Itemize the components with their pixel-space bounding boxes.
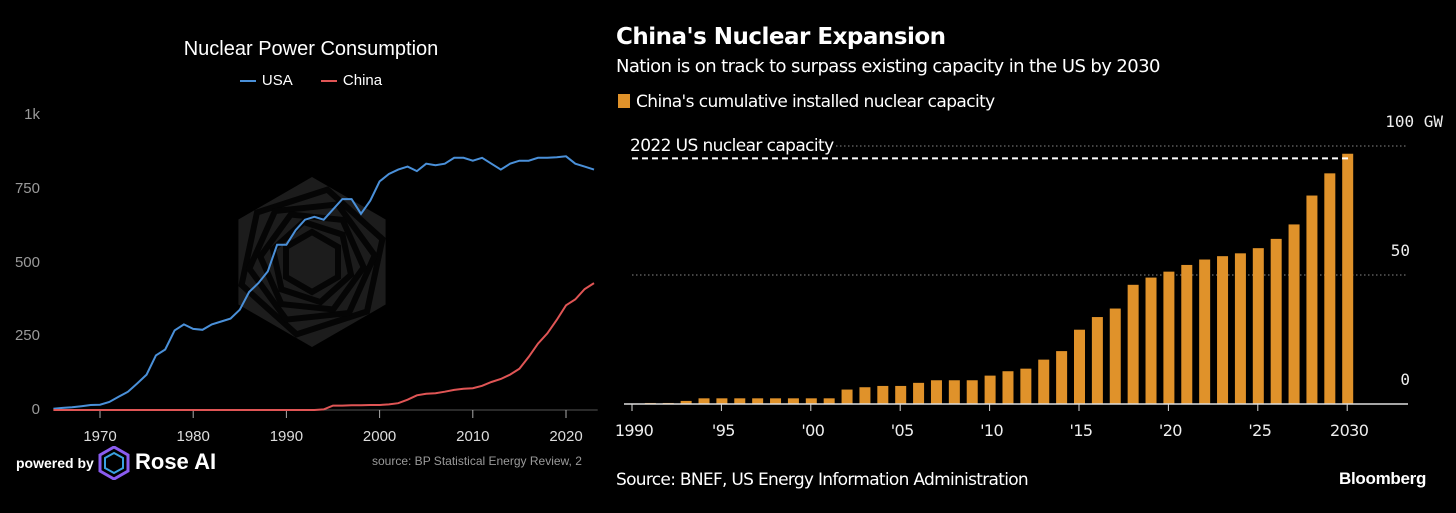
bar-2030 bbox=[1342, 153, 1354, 404]
x-tick-label: 1980 bbox=[176, 428, 210, 445]
x-tick-label: 2020 bbox=[549, 428, 583, 445]
bar-1998 bbox=[770, 398, 782, 404]
bar-2020 bbox=[1163, 271, 1175, 404]
x-tick-label: '10 bbox=[980, 421, 1004, 440]
right-legend: China's cumulative installed nuclear cap… bbox=[618, 92, 995, 112]
bar-2019 bbox=[1145, 277, 1157, 404]
powered-by-label: powered by bbox=[16, 455, 94, 471]
bar-2013 bbox=[1038, 359, 1050, 404]
x-tick-label: '20 bbox=[1158, 421, 1183, 440]
x-tick-label: '05 bbox=[890, 421, 915, 440]
bar-2017 bbox=[1109, 308, 1121, 404]
y-tick-label: 100 GW bbox=[1385, 112, 1443, 131]
bar-2025 bbox=[1252, 248, 1264, 404]
legend-china-label: China bbox=[342, 72, 383, 89]
y-tick-label: 500 bbox=[14, 253, 40, 271]
bar-2009 bbox=[966, 380, 978, 404]
bar-2022 bbox=[1199, 259, 1211, 404]
bar-2014 bbox=[1056, 351, 1068, 404]
bar-2012 bbox=[1020, 368, 1032, 404]
bar-2021 bbox=[1181, 264, 1193, 404]
bar-2008 bbox=[948, 380, 960, 404]
x-tick-label: 1970 bbox=[83, 428, 117, 445]
x-tick-label: '15 bbox=[1069, 421, 1094, 440]
us-capacity-annotation: 2022 US nuclear capacity bbox=[630, 136, 836, 156]
left-source: source: BP Statistical Energy Review, 2 bbox=[372, 454, 582, 468]
bar-2018 bbox=[1127, 284, 1139, 404]
x-tick-label: 1990 bbox=[614, 421, 654, 440]
bar-1996 bbox=[734, 398, 746, 404]
bar-2027 bbox=[1288, 224, 1300, 404]
legend-china-swatch bbox=[320, 80, 337, 83]
bloomberg-logo: Bloomberg bbox=[1339, 469, 1427, 488]
bar-1995 bbox=[716, 398, 728, 404]
bar-1999 bbox=[787, 398, 799, 404]
x-tick-label: 1990 bbox=[269, 428, 304, 445]
y-tick-label: 0 bbox=[1400, 370, 1410, 389]
bar-2001 bbox=[823, 398, 835, 404]
y-tick-label: 0 bbox=[31, 401, 40, 418]
y-tick-label: 750 bbox=[14, 179, 40, 197]
series-line-china bbox=[53, 282, 595, 411]
bar-1993 bbox=[680, 400, 692, 404]
legend-china: China bbox=[320, 72, 383, 89]
bar-2004 bbox=[877, 385, 889, 404]
bar-2023 bbox=[1217, 256, 1229, 404]
x-tick-label: '25 bbox=[1248, 421, 1272, 440]
legend-swatch bbox=[618, 94, 630, 108]
x-tick-label: 2030 bbox=[1330, 421, 1369, 440]
bar-1994 bbox=[698, 398, 710, 404]
bar-2026 bbox=[1270, 238, 1282, 404]
bar-2016 bbox=[1091, 317, 1103, 404]
x-tick-label: '95 bbox=[711, 421, 736, 440]
right-chart-title: China's Nuclear Expansion bbox=[616, 24, 946, 50]
y-tick-label: 1k bbox=[24, 106, 40, 123]
bar-2024 bbox=[1234, 253, 1246, 404]
legend-usa: USA bbox=[239, 72, 293, 89]
x-tick-label: 2000 bbox=[362, 428, 397, 445]
rose-ai-watermark-icon bbox=[238, 177, 386, 347]
bar-1997 bbox=[752, 398, 764, 404]
y-tick-label: 50 bbox=[1390, 241, 1410, 260]
bar-2000 bbox=[805, 398, 817, 404]
y-tick-label: 250 bbox=[14, 327, 40, 345]
bar-2005 bbox=[895, 385, 907, 404]
bar-2029 bbox=[1324, 173, 1336, 404]
x-tick-label: '00 bbox=[801, 421, 825, 440]
legend-usa-label: USA bbox=[261, 72, 293, 89]
bar-2010 bbox=[984, 375, 996, 404]
bar-2006 bbox=[913, 382, 925, 404]
bar-2002 bbox=[841, 389, 853, 404]
legend-label: China's cumulative installed nuclear cap… bbox=[636, 92, 995, 112]
right-source: Source: BNEF, US Energy Information Admi… bbox=[616, 470, 1029, 490]
right-chart-subtitle: Nation is on track to surpass existing c… bbox=[616, 56, 1160, 77]
rose-ai-brand: Rose AI bbox=[135, 449, 217, 474]
bar-2011 bbox=[1002, 371, 1014, 404]
bar-2003 bbox=[859, 387, 871, 404]
bar-2028 bbox=[1306, 195, 1318, 404]
x-tick-label: 2010 bbox=[456, 428, 490, 445]
bar-2007 bbox=[930, 380, 942, 404]
rose-ai-logo-icon bbox=[98, 446, 130, 480]
left-chart-title: Nuclear Power Consumption bbox=[183, 38, 439, 60]
bar-2015 bbox=[1074, 329, 1085, 404]
left-legend: USA China bbox=[0, 72, 622, 89]
legend-usa-swatch bbox=[239, 80, 256, 83]
series-line-usa bbox=[53, 155, 595, 410]
